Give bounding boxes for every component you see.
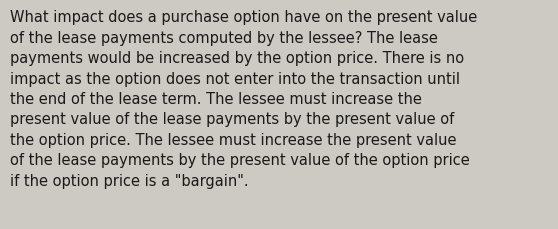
Text: What impact does a purchase option have on the present value
of the lease paymen: What impact does a purchase option have …	[10, 10, 477, 188]
